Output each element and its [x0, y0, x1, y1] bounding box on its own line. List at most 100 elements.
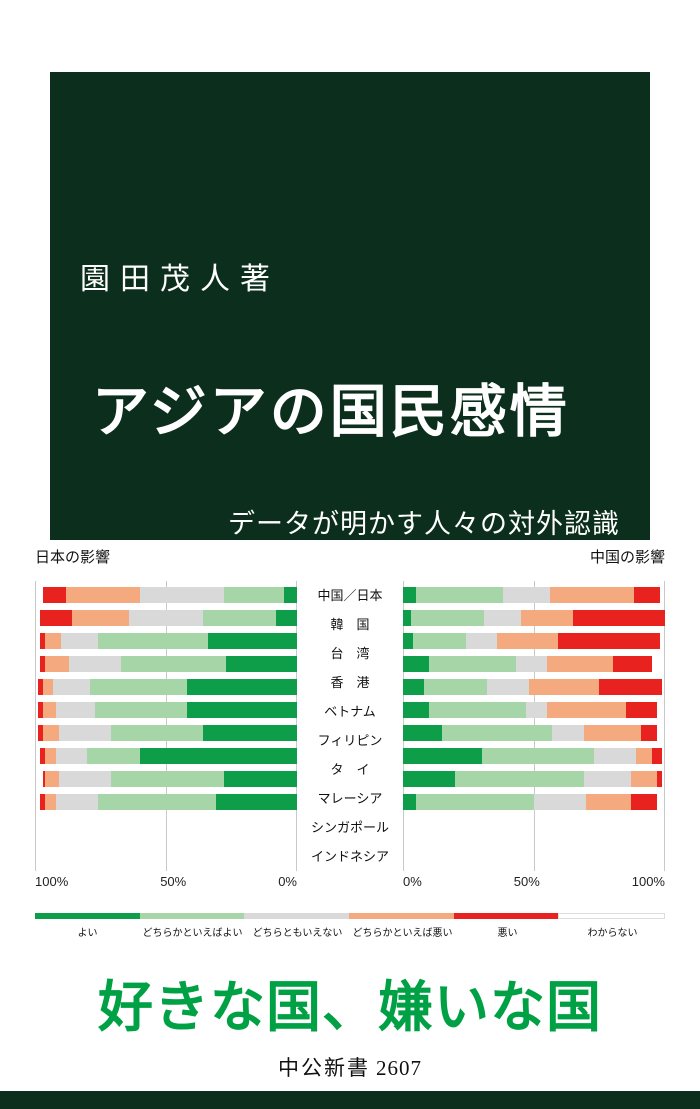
- segment-good: [186, 702, 297, 718]
- segment-dont-know: [35, 587, 43, 603]
- country-label: タ イ: [330, 762, 370, 777]
- segment-neutral: [594, 748, 637, 764]
- segment-somewhat-good: [423, 679, 487, 695]
- segment-good: [403, 702, 430, 718]
- legend-label-dont-know: わからない: [587, 928, 638, 939]
- segment-dont-know: [35, 771, 43, 787]
- segment-bad: [42, 771, 46, 787]
- japan-sentiment-bar: [35, 656, 297, 672]
- segment-bad: [641, 725, 658, 741]
- segment-good: [207, 633, 297, 649]
- segment-neutral: [129, 610, 203, 626]
- segment-dont-know: [662, 748, 665, 764]
- segment-neutral: [552, 725, 584, 741]
- segment-somewhat-good: [481, 748, 595, 764]
- japan-sentiment-bar: [35, 702, 297, 718]
- segment-good: [403, 771, 456, 787]
- segment-neutral: [61, 633, 98, 649]
- country-label: 中国／日本: [317, 588, 383, 603]
- china-sentiment-bar: [403, 610, 665, 626]
- right-chart-header: 中国の影響: [589, 549, 665, 566]
- segment-dont-know: [662, 771, 665, 787]
- segment-neutral: [484, 610, 521, 626]
- china-axis: 0% 50% 100%: [403, 874, 665, 889]
- segment-somewhat-bad: [520, 610, 574, 626]
- segment-bad: [573, 610, 665, 626]
- segment-dont-know: [652, 656, 665, 672]
- book-subtitle: データが明かす人々の対外認識: [228, 509, 620, 539]
- series-number: 2607: [376, 1056, 422, 1080]
- segment-somewhat-bad: [547, 656, 613, 672]
- segment-somewhat-good: [110, 725, 203, 741]
- country-label: マレーシア: [317, 791, 383, 806]
- japan-sentiment-bar: [35, 794, 297, 810]
- segment-somewhat-bad: [45, 748, 56, 764]
- segment-dont-know: [657, 725, 665, 741]
- segment-somewhat-good: [87, 748, 140, 764]
- segment-neutral: [55, 748, 88, 764]
- legend-swatch-bad: [453, 913, 559, 919]
- segment-good: [403, 748, 482, 764]
- segment-bad: [40, 748, 46, 764]
- segment-bad: [37, 725, 43, 741]
- segment-somewhat-bad: [583, 725, 642, 741]
- segment-bad: [37, 679, 43, 695]
- chart-headers: 日本の影響 中国の影響: [35, 546, 665, 567]
- japan-sentiment-bar: [35, 748, 297, 764]
- legend-label-somewhat-bad: どちらかといえば悪い: [352, 928, 453, 939]
- japan-sentiment-bar: [35, 610, 297, 626]
- segment-somewhat-good: [429, 702, 527, 718]
- segment-bad: [40, 794, 46, 810]
- country-label: シンガポール: [310, 820, 389, 835]
- segment-bad: [657, 771, 663, 787]
- segment-somewhat-bad: [45, 771, 59, 787]
- segment-somewhat-bad: [586, 794, 631, 810]
- segment-somewhat-bad: [45, 656, 70, 672]
- tagline: 好きな国、嫌いな国: [97, 977, 602, 1038]
- segment-dont-know: [660, 633, 665, 649]
- china-sentiment-bar: [403, 748, 665, 764]
- chart-legend: よい どちらかといえばよい どちらともいえない どちらかといえば悪い 悪い わからない: [35, 913, 666, 939]
- legend-swatch-neutral: [244, 913, 350, 919]
- segment-somewhat-bad: [528, 679, 600, 695]
- segment-neutral: [139, 587, 224, 603]
- segment-good: [403, 587, 417, 603]
- japan-bars: [35, 587, 297, 810]
- segment-bad: [612, 656, 652, 672]
- segment-somewhat-bad: [42, 725, 59, 741]
- segment-somewhat-good: [413, 633, 466, 649]
- china-sentiment-bar: [403, 771, 665, 787]
- japan-sentiment-bar: [35, 633, 297, 649]
- segment-somewhat-bad: [42, 702, 56, 718]
- china-sentiment-bar: [403, 679, 665, 695]
- segment-somewhat-good: [442, 725, 553, 741]
- axis-spacer: [297, 874, 403, 889]
- segment-bad: [599, 679, 663, 695]
- segment-neutral: [502, 587, 550, 603]
- country-labels: 中国／日本韓 国台 湾香 港ベトナム フィリピンタ イマレーシア シンガポール インド…: [297, 581, 403, 871]
- segment-neutral: [53, 679, 90, 695]
- segment-neutral: [58, 725, 111, 741]
- segment-dont-know: [660, 587, 665, 603]
- segment-somewhat-good: [110, 771, 224, 787]
- tick-label-0-left: 0%: [278, 874, 297, 889]
- segment-dont-know: [657, 794, 665, 810]
- segment-somewhat-bad: [636, 748, 652, 764]
- segment-somewhat-bad: [71, 610, 130, 626]
- segment-bad: [40, 656, 46, 672]
- japan-influence-panel: [35, 581, 297, 871]
- country-label: 韓 国: [330, 617, 370, 632]
- segment-bad: [633, 587, 660, 603]
- segment-somewhat-good: [429, 656, 516, 672]
- segment-somewhat-bad: [42, 679, 54, 695]
- segment-bad: [40, 610, 72, 626]
- tick-label-0-right: 0%: [403, 874, 422, 889]
- segment-dont-know: [657, 702, 665, 718]
- segment-good: [403, 633, 414, 649]
- segment-good: [403, 679, 424, 695]
- segment-neutral: [515, 656, 548, 672]
- segment-somewhat-bad: [45, 794, 56, 810]
- china-sentiment-bar: [403, 633, 665, 649]
- legend-label-somewhat-good: どちらかといえばよい: [142, 928, 243, 939]
- segment-good: [403, 656, 430, 672]
